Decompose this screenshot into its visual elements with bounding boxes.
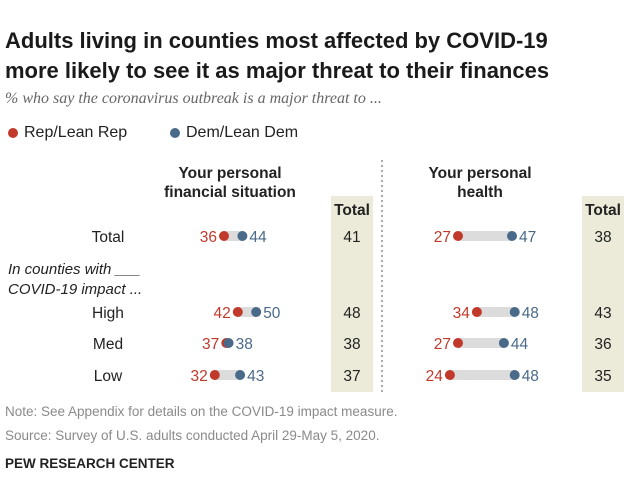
panel-1-dem-label-low: 43	[247, 368, 264, 385]
panel-1-rep-label-low: 32	[191, 368, 208, 385]
panel-2-dem-label-low: 48	[522, 368, 539, 385]
panel-1-rep-dot-high	[232, 307, 243, 317]
panel-1-dem-label-high: 50	[263, 305, 281, 322]
legend-item-rep: Rep/Lean Rep	[8, 124, 127, 142]
panel-2-rep-label-low: 24	[426, 368, 444, 385]
panel-1-total-header: Total	[334, 202, 370, 219]
panel-2-rep-label-total: 27	[434, 229, 451, 246]
row-label-total: Total	[92, 229, 125, 246]
panel-2-total-high: 43	[594, 305, 611, 322]
panel-1-total-med: 38	[343, 336, 360, 353]
panel-1-dem-label-med: 38	[236, 336, 253, 353]
rep-legend-dot	[8, 128, 18, 138]
panel-2-dem-dot-total	[507, 231, 517, 241]
panel-2-rep-dot-high	[471, 307, 482, 317]
panel-2-total-med: 36	[594, 336, 611, 353]
panel-1-title-line-1: Your personal	[178, 165, 281, 182]
panel-2-rep-label-high: 34	[453, 305, 471, 322]
panel-2-dem-label-high: 48	[522, 305, 539, 322]
panel-1-bar-total	[224, 231, 243, 241]
panel-2-bar-med	[458, 338, 504, 348]
dem-legend-label: Dem/Lean Dem	[186, 124, 299, 141]
rep-legend-label: Rep/Lean Rep	[24, 124, 128, 141]
pew-brand: PEW RESEARCH CENTER	[5, 456, 175, 471]
panel-2-title-line-2: health	[457, 184, 503, 201]
chart-title: Adults living in counties most affected …	[5, 26, 635, 86]
panel-2-title-line-1: Your personal	[428, 165, 531, 182]
panel-2-rep-dot-low	[444, 370, 455, 380]
panel-2-bar-low	[449, 370, 515, 380]
panel-1-rep-dot-low	[209, 370, 220, 380]
panel-2-dem-dot-high	[509, 307, 520, 317]
panel-2-total-low: 35	[594, 368, 611, 385]
panel-1-rep-label-total: 36	[200, 229, 217, 246]
row-label-low: Low	[94, 368, 123, 385]
panel-1-bar-high	[237, 307, 257, 317]
panel-2-total-total: 38	[594, 229, 611, 246]
panel-1-rep-label-high: 42	[214, 305, 231, 322]
panel-1-title-line-2: financial situation	[164, 184, 296, 201]
panel-2-rep-dot-total	[453, 231, 463, 241]
panel-1-rep-dot-total	[219, 231, 229, 241]
title-line-1: Adults living in counties most affected …	[5, 28, 548, 53]
row-label-high: High	[92, 305, 124, 322]
chart-note: Note: See Appendix for details on the CO…	[5, 404, 398, 419]
panel-2-rep-dot-med	[453, 338, 463, 348]
panel-1-total-total: 41	[343, 229, 360, 246]
panel-2-dem-label-med: 44	[511, 336, 529, 353]
panel-2-dem-label-total: 47	[519, 229, 536, 246]
total-column-bg-2	[582, 196, 624, 392]
panel-2-bar-high	[476, 307, 515, 317]
row-group-header-line-1: In counties with ___	[8, 261, 141, 278]
panel-2-dem-dot-low	[509, 370, 520, 380]
panel-1-total-high: 48	[343, 305, 360, 322]
panel-2-bar-total	[458, 231, 512, 241]
total-column-bg-1	[331, 196, 373, 392]
row-group-header-line-2: COVID-19 impact ...	[8, 281, 142, 298]
row-label-med: Med	[93, 336, 123, 353]
panel-2-rep-label-med: 27	[434, 336, 451, 353]
chart-source: Source: Survey of U.S. adults conducted …	[5, 428, 380, 443]
panel-1-bar-low	[214, 370, 241, 380]
panel-1-total-low: 37	[343, 368, 360, 385]
panel-2-total-header: Total	[585, 202, 621, 219]
dem-legend-dot	[170, 128, 180, 138]
panel-1-rep-label-med: 37	[202, 336, 219, 353]
panel-1-dem-dot-total	[237, 231, 248, 241]
panel-1-dem-label-total: 44	[249, 229, 267, 246]
panel-1-dem-dot-high	[251, 307, 262, 317]
panel-1-dem-dot-med	[223, 338, 234, 348]
legend-item-dem: Dem/Lean Dem	[170, 124, 298, 142]
title-line-2: more likely to see it as major threat to…	[5, 58, 550, 83]
panel-2-dem-dot-med	[498, 338, 509, 348]
panel-1-dem-dot-low	[235, 370, 246, 380]
chart-subtitle: % who say the coronavirus outbreak is a …	[5, 90, 382, 107]
